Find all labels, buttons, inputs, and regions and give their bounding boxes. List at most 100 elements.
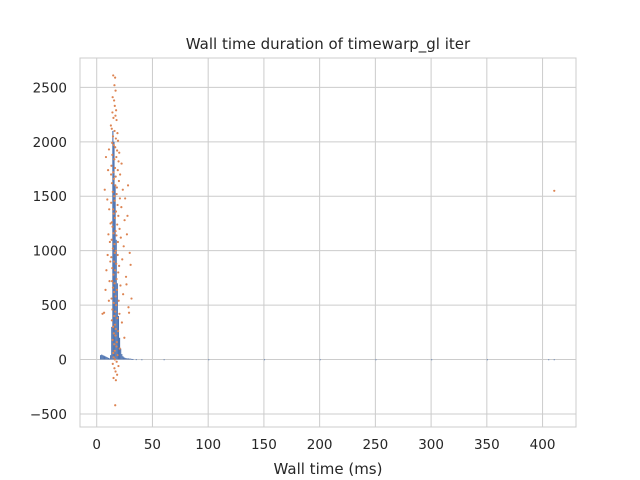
histogram-bar — [113, 141, 115, 360]
histogram-bar — [112, 130, 114, 360]
scatter-point — [104, 288, 107, 291]
x-tick-label: 100 — [195, 437, 221, 453]
scatter-point — [108, 280, 111, 283]
scatter-point — [115, 118, 118, 122]
scatter-point — [111, 153, 114, 156]
x-tick-label: 200 — [307, 437, 333, 453]
scatter-point — [114, 137, 117, 140]
scatter-point — [113, 195, 116, 198]
scatter-point — [116, 139, 120, 142]
histogram-bar — [319, 359, 321, 361]
scatter-point — [118, 312, 121, 315]
y-tick-label: 1000 — [33, 244, 67, 260]
scatter-point — [113, 282, 116, 285]
scatter-point — [106, 198, 109, 201]
scatter-point — [120, 162, 123, 165]
scatter-point — [124, 275, 128, 278]
scatter-point — [113, 243, 116, 246]
histogram-bar — [106, 357, 108, 360]
scatter-point — [113, 158, 116, 161]
scatter-point — [113, 314, 116, 318]
histogram-bar — [208, 359, 210, 361]
scatter-point — [115, 234, 118, 237]
scatter-point — [114, 229, 117, 233]
scatter-point — [117, 364, 120, 368]
histogram-bar — [111, 326, 113, 360]
scatter-point — [125, 283, 128, 286]
scatter-point — [110, 297, 113, 300]
scatter-point — [116, 253, 119, 257]
scatter-point — [116, 354, 119, 357]
scatter-point — [107, 299, 110, 302]
scatter-point — [119, 236, 122, 239]
scatter-points — [101, 74, 556, 407]
scatter-point — [114, 269, 117, 272]
histogram-bar — [101, 354, 103, 360]
x-tick-label: 250 — [362, 437, 388, 453]
scatter-point — [113, 349, 116, 352]
scatter-point — [118, 264, 121, 268]
scatter-point — [115, 262, 118, 265]
scatter-point — [105, 269, 108, 272]
scatter-point — [113, 290, 116, 294]
scatter-point — [101, 312, 104, 315]
scatter-point — [122, 293, 125, 296]
scatter-point — [110, 238, 113, 241]
y-tick-label: 2000 — [33, 135, 67, 151]
scatter-point — [107, 148, 111, 151]
scatter-point — [114, 249, 117, 252]
x-tick-label: 150 — [251, 437, 277, 453]
scatter-point — [112, 325, 115, 328]
scatter-point — [113, 251, 116, 254]
scatter-point — [126, 214, 129, 217]
scatter-point — [111, 135, 115, 138]
scatter-point — [112, 116, 115, 119]
scatter-point — [111, 247, 114, 250]
scatter-point — [111, 141, 114, 145]
scatter-point — [123, 336, 126, 339]
plot-frame — [79, 57, 577, 428]
scatter-point — [112, 376, 115, 380]
scatter-point — [116, 240, 119, 244]
scatter-point — [112, 212, 115, 215]
scatter-point — [113, 99, 116, 102]
scatter-point — [111, 225, 114, 228]
scatter-point — [111, 96, 114, 99]
histogram-bar — [114, 185, 116, 360]
scatter-point — [109, 222, 112, 225]
scatter-point — [115, 345, 118, 348]
histogram-bar — [107, 357, 109, 360]
scatter-point — [109, 173, 113, 176]
scatter-point — [113, 343, 116, 346]
chart-title: Wall time duration of timewarp_gl iter — [186, 35, 471, 54]
scatter-point — [112, 232, 115, 235]
scatter-point — [130, 297, 133, 300]
scatter-point — [112, 273, 115, 276]
scatter-point — [111, 308, 114, 311]
scatter-point — [114, 370, 117, 373]
histogram-bar — [116, 283, 118, 360]
scatter-point — [116, 132, 119, 135]
scatter-point — [114, 327, 117, 331]
histogram-bar — [122, 356, 124, 360]
histogram-bar — [548, 359, 550, 361]
scatter-point — [110, 319, 113, 322]
scatter-point — [113, 129, 116, 133]
histogram-bar — [263, 359, 266, 361]
scatter-point — [117, 160, 120, 163]
scatter-point — [107, 233, 110, 236]
scatter-point — [118, 197, 122, 200]
scatter-point — [115, 360, 118, 363]
scatter-point — [125, 233, 129, 236]
scatter-point — [111, 280, 114, 283]
scatter-point — [121, 188, 124, 191]
histogram-bar — [117, 315, 120, 360]
scatter-point — [115, 303, 118, 307]
grid — [80, 58, 576, 427]
histogram-bar — [105, 356, 107, 360]
histogram-bar — [103, 355, 105, 360]
scatter-point — [106, 169, 110, 172]
scatter-point — [109, 124, 112, 127]
scatter-point — [117, 179, 120, 183]
histogram-bar — [115, 239, 117, 360]
